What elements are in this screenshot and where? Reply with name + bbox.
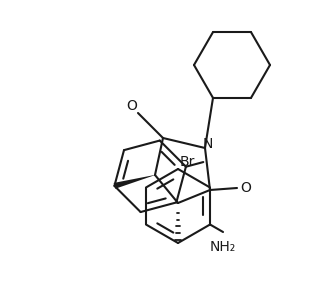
Polygon shape xyxy=(114,175,155,189)
Text: Br: Br xyxy=(180,155,195,169)
Text: O: O xyxy=(127,99,138,113)
Text: O: O xyxy=(241,181,252,195)
Text: N: N xyxy=(203,137,213,151)
Text: NH₂: NH₂ xyxy=(210,240,236,254)
